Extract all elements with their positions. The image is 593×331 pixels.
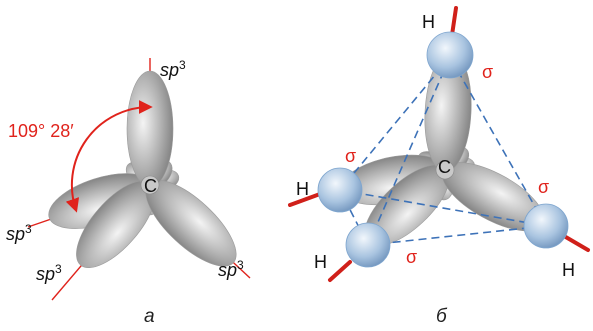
bond-label: σ <box>482 62 493 82</box>
orbital-label: sp3 <box>6 222 32 244</box>
bond-label: σ <box>345 146 356 166</box>
orbital-label: sp3 <box>218 258 244 280</box>
text-part: sp <box>36 264 55 284</box>
caption: а <box>144 306 155 327</box>
diagram: 109° 28′ C sp3 sp3 sp3 sp3 а <box>0 0 593 331</box>
atom-label: H <box>314 252 327 272</box>
atom-label: H <box>296 179 309 199</box>
text-part: 3 <box>55 262 62 276</box>
bond <box>330 262 350 280</box>
atom-label: H <box>562 260 575 280</box>
hydrogen <box>524 204 568 248</box>
atom-label: H <box>422 12 435 32</box>
hydrogen <box>427 32 473 78</box>
hydrogen <box>318 168 362 212</box>
text-part: 3 <box>179 58 186 72</box>
bond <box>452 8 456 35</box>
caption: б <box>436 306 448 327</box>
bond-label: σ <box>538 177 549 197</box>
panel-b: C H H H H σ σ σ σ б <box>290 8 588 327</box>
orbital-label: sp3 <box>160 58 186 80</box>
text-part: sp <box>160 60 179 80</box>
text-part: 3 <box>237 258 244 272</box>
text-part: sp <box>6 224 25 244</box>
panel-a: 109° 28′ C sp3 sp3 sp3 sp3 а <box>6 58 250 327</box>
orbital-label: sp3 <box>36 262 62 284</box>
center-atom: C <box>144 176 157 196</box>
text-part: 3 <box>25 222 32 236</box>
text-part: sp <box>218 260 237 280</box>
center-atom: C <box>438 157 451 177</box>
bond-label: σ <box>406 247 417 267</box>
bond <box>564 236 588 250</box>
angle-label: 109° 28′ <box>8 121 74 141</box>
hydrogen <box>346 223 390 267</box>
